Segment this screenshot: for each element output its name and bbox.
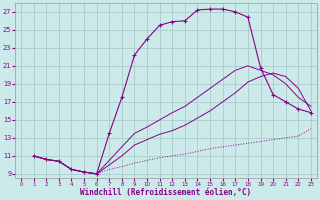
X-axis label: Windchill (Refroidissement éolien,°C): Windchill (Refroidissement éolien,°C) <box>80 188 252 197</box>
